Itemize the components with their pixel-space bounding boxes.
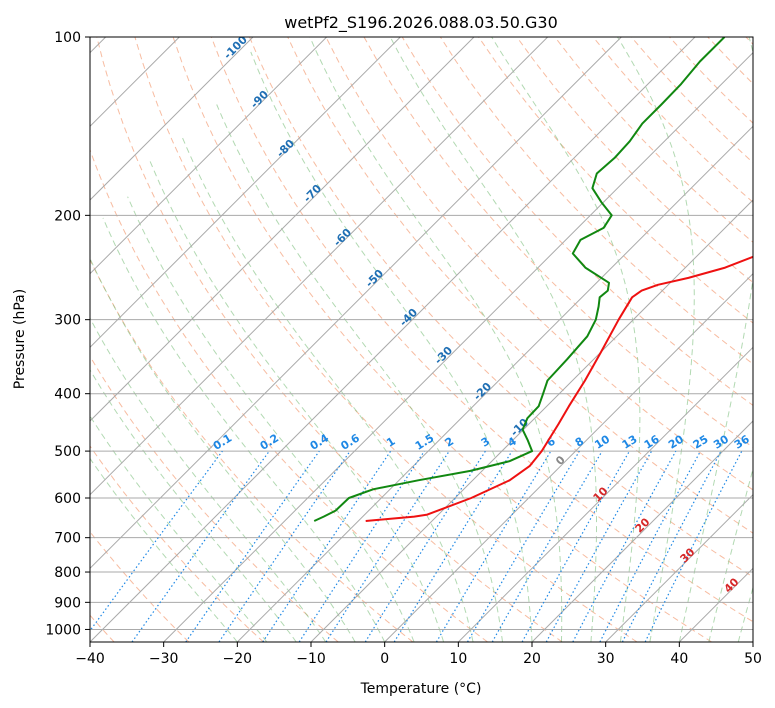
- moist-adiabat-line: [149, 160, 445, 642]
- y-tick-label: 600: [54, 491, 81, 507]
- x-tick-label: −40: [75, 651, 105, 667]
- mixing-ratio-line: [572, 450, 677, 642]
- moist-adiabat-line: [90, 317, 327, 642]
- isotherm-line: [531, 420, 753, 642]
- x-tick-label: −30: [149, 651, 179, 667]
- isotherm-line: [605, 493, 753, 642]
- moist-adiabat-line: [389, 37, 597, 642]
- dry-adiabat-line: [90, 445, 264, 642]
- moist-adiabat-line: [90, 369, 297, 642]
- dry-adiabat-line: [96, 37, 563, 642]
- dry-adiabat-line: [210, 37, 753, 623]
- isotherm-line: [90, 37, 328, 275]
- moist-adiabat-line: [90, 457, 238, 642]
- mixing-ratio-line: [644, 450, 743, 642]
- isotherm-line: [90, 37, 401, 349]
- axes: −40 −30 −20 −10 0 10 20 30 40 50 100 200 300 400 500 60…: [45, 30, 762, 667]
- moist-adiabat-line: [90, 257, 356, 642]
- mixing-ratio-line: [218, 450, 351, 642]
- mixing-ratio-line: [131, 450, 270, 642]
- mixing-ratio-line: [545, 450, 653, 642]
- x-tick-label: 10: [449, 651, 467, 667]
- x-tick-label: −10: [296, 651, 326, 667]
- x-tick-label: −20: [223, 651, 253, 667]
- chart-title: wetPf2_S196.2026.088.03.50.G30: [284, 13, 558, 33]
- x-tick-label: 30: [597, 651, 615, 667]
- moist-adiabat-line: [616, 37, 695, 642]
- sounding-traces: [313, 37, 753, 522]
- mixing-ratio-line: [393, 450, 513, 642]
- y-tick-label: 900: [54, 595, 81, 611]
- isotherm-line: [90, 37, 254, 201]
- dry-adiabat-line: [287, 37, 753, 534]
- y-tick-label: 400: [54, 387, 81, 403]
- dry-adiabat-line: [325, 37, 753, 491]
- dry-adiabat-line: [90, 355, 339, 642]
- y-tick-label: 1000: [45, 622, 81, 638]
- dry-adiabat-line: [516, 37, 753, 284]
- grid-lines: [90, 37, 753, 642]
- moist-adiabat-line: [216, 104, 503, 642]
- mixing-ratio-line: [298, 450, 425, 642]
- isotherm-line: [310, 199, 753, 642]
- isotherm-line: [90, 37, 696, 642]
- mixing-ratio-line: [521, 450, 631, 642]
- isotherm-line: [90, 37, 622, 570]
- mixing-ratio-line: [325, 450, 450, 642]
- x-tick-label: 20: [523, 651, 541, 667]
- moist-adiabat-line: [102, 217, 386, 642]
- isotherm-line: [457, 346, 753, 642]
- moist-adiabat-line: [678, 37, 753, 642]
- moist-adiabat-line: [309, 37, 563, 642]
- y-tick-label: 100: [54, 30, 81, 46]
- mixing-ratio-line: [90, 450, 223, 632]
- moist-adiabat-line: [708, 467, 753, 642]
- moist-adiabat-line: [250, 51, 533, 642]
- dry-adiabat-line: [249, 37, 753, 578]
- dry-adiabat-line: [134, 37, 638, 642]
- isotherm-line: [163, 51, 753, 642]
- moist-adiabat-line: [90, 415, 268, 642]
- y-tick-label: 700: [54, 531, 81, 547]
- x-tick-label: 50: [744, 651, 762, 667]
- isotherm-line: [90, 37, 549, 496]
- isotherm-line: [90, 37, 475, 422]
- plot-frame: [89, 36, 754, 643]
- moist-adiabat-line: [127, 196, 415, 642]
- isotherm-line: [384, 272, 753, 642]
- y-tick-label: 200: [54, 208, 81, 224]
- x-axis-label: Temperature (°C): [360, 681, 482, 697]
- y-tick-label: 800: [54, 565, 81, 581]
- y-tick-label: 300: [54, 313, 81, 329]
- temperature-profile: [365, 255, 753, 522]
- x-tick-label: 40: [670, 651, 688, 667]
- y-tick-label: 500: [54, 444, 81, 460]
- mixing-ratio-line: [185, 450, 320, 642]
- x-tick-label: 0: [380, 651, 389, 667]
- y-axis-label: Pressure (hPa): [12, 289, 28, 389]
- isotherm-line: [236, 125, 753, 642]
- moist-adiabat-line: [491, 37, 641, 642]
- dewpoint-profile: [313, 37, 726, 522]
- moist-adiabat-line: [737, 585, 753, 642]
